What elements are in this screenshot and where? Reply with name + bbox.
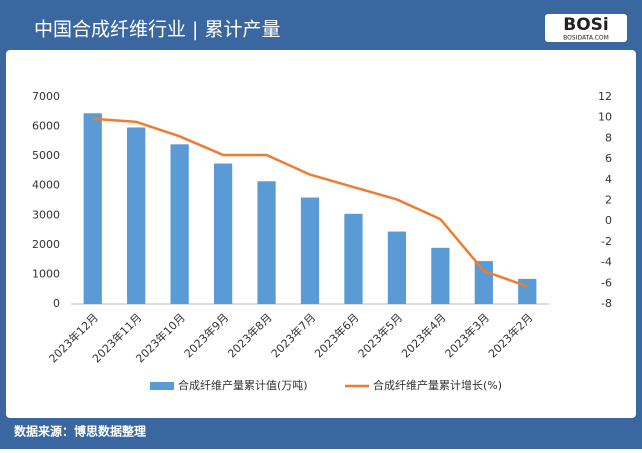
y-tick-label: 4000 xyxy=(32,179,60,192)
bar xyxy=(170,144,189,304)
bar xyxy=(474,261,493,304)
legend-label: 合成纤维产量累计值(万吨) xyxy=(178,378,308,392)
y-tick-label: 0 xyxy=(53,297,60,310)
y2-tick-label: 0 xyxy=(605,214,612,227)
y2-tick-label: -2 xyxy=(601,235,612,248)
logo-text: BOSi xyxy=(563,15,608,35)
bar xyxy=(83,113,102,304)
bar xyxy=(300,197,320,304)
y-tick-label: 5000 xyxy=(32,149,60,162)
logo-subtext: BOSIDATA.COM xyxy=(563,35,609,42)
y2-tick-label: 2 xyxy=(605,194,612,207)
bar xyxy=(344,213,363,304)
legend-swatch xyxy=(150,382,174,390)
bar xyxy=(257,181,276,304)
y2-tick-label: 6 xyxy=(605,152,612,165)
y2-tick-label: -4 xyxy=(601,256,612,269)
bar xyxy=(387,231,407,304)
y-tick-label: 6000 xyxy=(32,120,60,133)
y-tick-label: 1000 xyxy=(32,267,60,280)
y2-tick-label: -8 xyxy=(601,297,612,310)
y-tick-label: 2000 xyxy=(32,238,60,251)
bar xyxy=(213,163,233,304)
bar xyxy=(127,127,146,304)
y2-tick-label: 10 xyxy=(598,111,612,124)
source: 数据来源：博思数据整理 xyxy=(14,424,146,439)
y-tick-label: 7000 xyxy=(32,90,60,103)
y2-tick-label: 12 xyxy=(598,90,612,103)
legend-label: 合成纤维产量累计增长(%) xyxy=(373,378,502,392)
panel xyxy=(6,50,636,418)
y2-tick-label: -6 xyxy=(601,276,612,289)
bar xyxy=(431,247,450,304)
bar xyxy=(518,278,537,304)
chart-title: 中国合成纤维行业 | 累计产量 xyxy=(34,19,280,41)
y2-tick-label: 4 xyxy=(605,173,612,186)
line xyxy=(92,117,528,288)
y2-tick-label: 8 xyxy=(605,131,612,144)
logo-box xyxy=(545,14,627,42)
y-tick-label: 3000 xyxy=(32,208,60,221)
